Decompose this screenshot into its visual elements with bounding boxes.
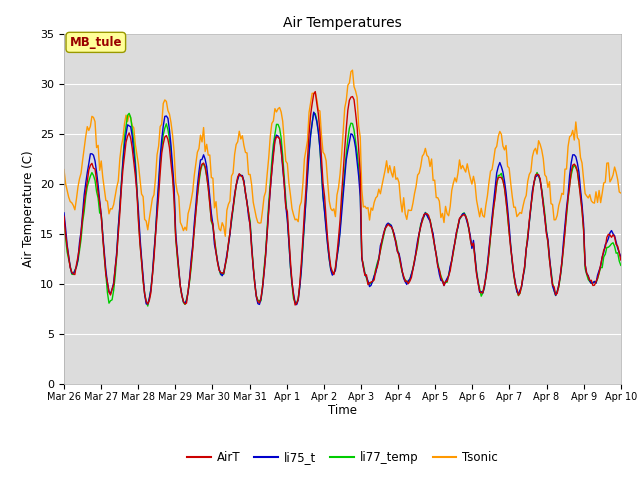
Text: MB_tule: MB_tule — [70, 36, 122, 49]
X-axis label: Time: Time — [328, 405, 357, 418]
Legend: AirT, li75_t, li77_temp, Tsonic: AirT, li75_t, li77_temp, Tsonic — [182, 447, 502, 469]
Title: Air Temperatures: Air Temperatures — [283, 16, 402, 30]
Y-axis label: Air Temperature (C): Air Temperature (C) — [22, 151, 35, 267]
